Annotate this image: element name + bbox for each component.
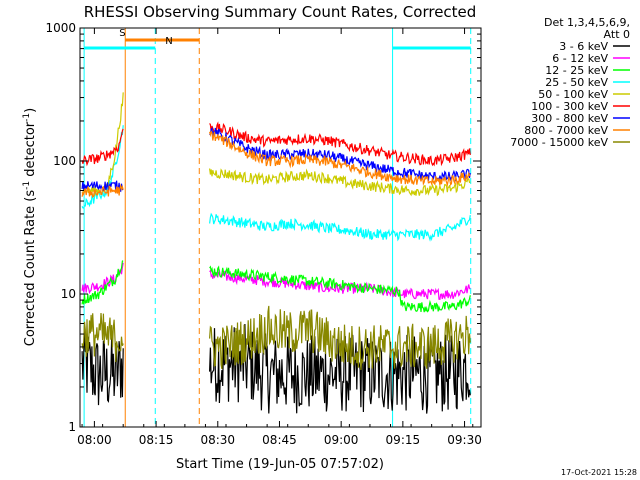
series-line-4-seg2 — [209, 168, 471, 197]
flag-label-0: S — [119, 28, 125, 39]
y-tick-label-0: 1 — [68, 420, 76, 434]
legend-label-8: 7000 - 15000 keV — [510, 136, 608, 149]
series-line-8-seg1 — [81, 312, 124, 363]
series-line-6-seg2 — [209, 127, 471, 182]
y-axis-label: Corrected Count Rate (s-1 detector-1) — [22, 108, 38, 346]
x-tick-label-2: 08:30 — [200, 433, 235, 447]
series-line-1-seg1 — [81, 262, 124, 295]
legend-label-6: 300 - 800 keV — [531, 112, 608, 125]
legend-label-2: 12 - 25 keV — [545, 64, 608, 77]
series-line-4-seg1 — [81, 92, 124, 196]
legend-label-3: 25 - 50 keV — [545, 76, 608, 89]
x-tick-label-6: 09:30 — [447, 433, 482, 447]
y-tick-label-2: 100 — [53, 154, 76, 168]
x-tick-label-0: 08:00 — [77, 433, 112, 447]
series-line-2-seg1 — [81, 260, 124, 305]
series-line-7-seg1 — [81, 183, 124, 199]
x-axis-label: Start Time (19-Jun-05 07:57:02) — [176, 457, 384, 472]
plot-frame — [79, 27, 482, 428]
y-tick-label-1: 10 — [61, 287, 76, 301]
legend-label-7: 800 - 7000 keV — [524, 124, 608, 137]
legend-label-4: 50 - 100 keV — [538, 88, 608, 101]
y-tick-label-3: 1000 — [45, 21, 76, 35]
x-tick-label-4: 09:00 — [324, 433, 359, 447]
legend-title-line-1: Det 1,3,4,5,6,9, — [544, 16, 630, 29]
x-tick-label-5: 09:15 — [386, 433, 421, 447]
plot-area: SN — [81, 28, 472, 427]
chart-title: RHESSI Observing Summary Count Rates, Co… — [84, 3, 477, 21]
flag-label-1: N — [165, 36, 172, 47]
series-line-3-seg2 — [209, 212, 471, 242]
legend-title-line-2: Att 0 — [604, 28, 630, 41]
footer-date: 17-Oct-2021 15:28 — [561, 468, 637, 477]
series-line-2-seg2 — [209, 265, 471, 313]
axes: 08:00 08:15 08:30 08:45 09:00 09:15 09:30 1 10 10… — [45, 21, 481, 447]
series-line-5-seg1 — [81, 128, 124, 167]
series-line-0-seg2 — [209, 323, 471, 414]
legend-label-1: 6 - 12 keV — [552, 52, 608, 65]
x-tick-label-3: 08:45 — [262, 433, 297, 447]
series-line-7-seg2 — [209, 130, 471, 188]
legend-label-5: 100 - 300 keV — [531, 100, 608, 113]
legend-label-0: 3 - 6 keV — [559, 40, 608, 53]
series-line-8-seg2 — [209, 305, 471, 371]
x-tick-label-1: 08:15 — [139, 433, 174, 447]
series-line-5-seg2 — [209, 121, 471, 167]
